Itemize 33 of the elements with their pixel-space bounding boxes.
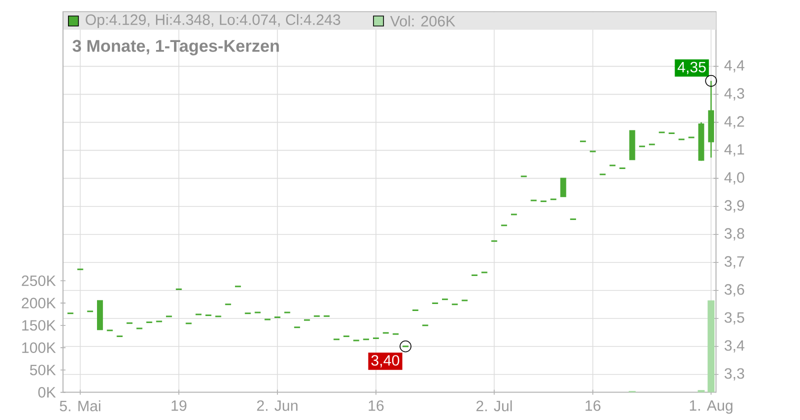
candlestick bbox=[560, 178, 566, 198]
x-tick-label: 16 bbox=[586, 400, 600, 411]
y-tick-label: 3,8 bbox=[724, 228, 744, 241]
bar bbox=[708, 300, 715, 392]
annotation: 3,40 bbox=[371, 355, 400, 368]
y-tick-label: 3,5 bbox=[724, 312, 744, 325]
candlestick bbox=[629, 130, 636, 160]
x-tick-label: 19 bbox=[172, 400, 186, 411]
x-tick-label: 2. Jul bbox=[476, 400, 512, 412]
x-tick-label: 16 bbox=[368, 400, 384, 411]
y2-tick-label: 0K bbox=[38, 387, 56, 398]
y2-tick-label: 50K bbox=[30, 364, 56, 376]
x-tick-label: 1. Aug bbox=[690, 400, 732, 414]
y2-tick-label: 100K bbox=[22, 342, 56, 353]
legend-label: Vol: 206K bbox=[390, 16, 456, 26]
text: 3 Monate, 1-Tages-Kerzen bbox=[72, 40, 279, 56]
y-tick-label: 4,4 bbox=[724, 60, 744, 72]
y-tick-label: 4,3 bbox=[724, 88, 744, 100]
y-tick-label: 4,0 bbox=[724, 172, 744, 184]
y-tick-label: 3,4 bbox=[724, 340, 744, 353]
y-tick-label: 3,7 bbox=[724, 256, 744, 269]
y2-tick-label: 150K bbox=[22, 320, 56, 331]
y-tick-label: 3,3 bbox=[724, 368, 744, 381]
y2-tick-label: 250K bbox=[22, 275, 56, 286]
y-tick-label: 3,9 bbox=[724, 200, 744, 213]
annotation: 4,35 bbox=[678, 62, 706, 74]
y2-tick-label: 200K bbox=[22, 298, 56, 308]
x-tick-label: 2. Jun bbox=[257, 400, 298, 411]
y-tick-label: 4,1 bbox=[724, 144, 744, 156]
legend-label: Op:4.129, Hi:4.348, Lo:4.074, Cl:4.243 bbox=[86, 14, 340, 28]
x-tick-label: 5. Mai bbox=[60, 400, 100, 412]
y-tick-label: 4,2 bbox=[724, 116, 744, 128]
y-tick-label: 3,6 bbox=[724, 284, 744, 297]
